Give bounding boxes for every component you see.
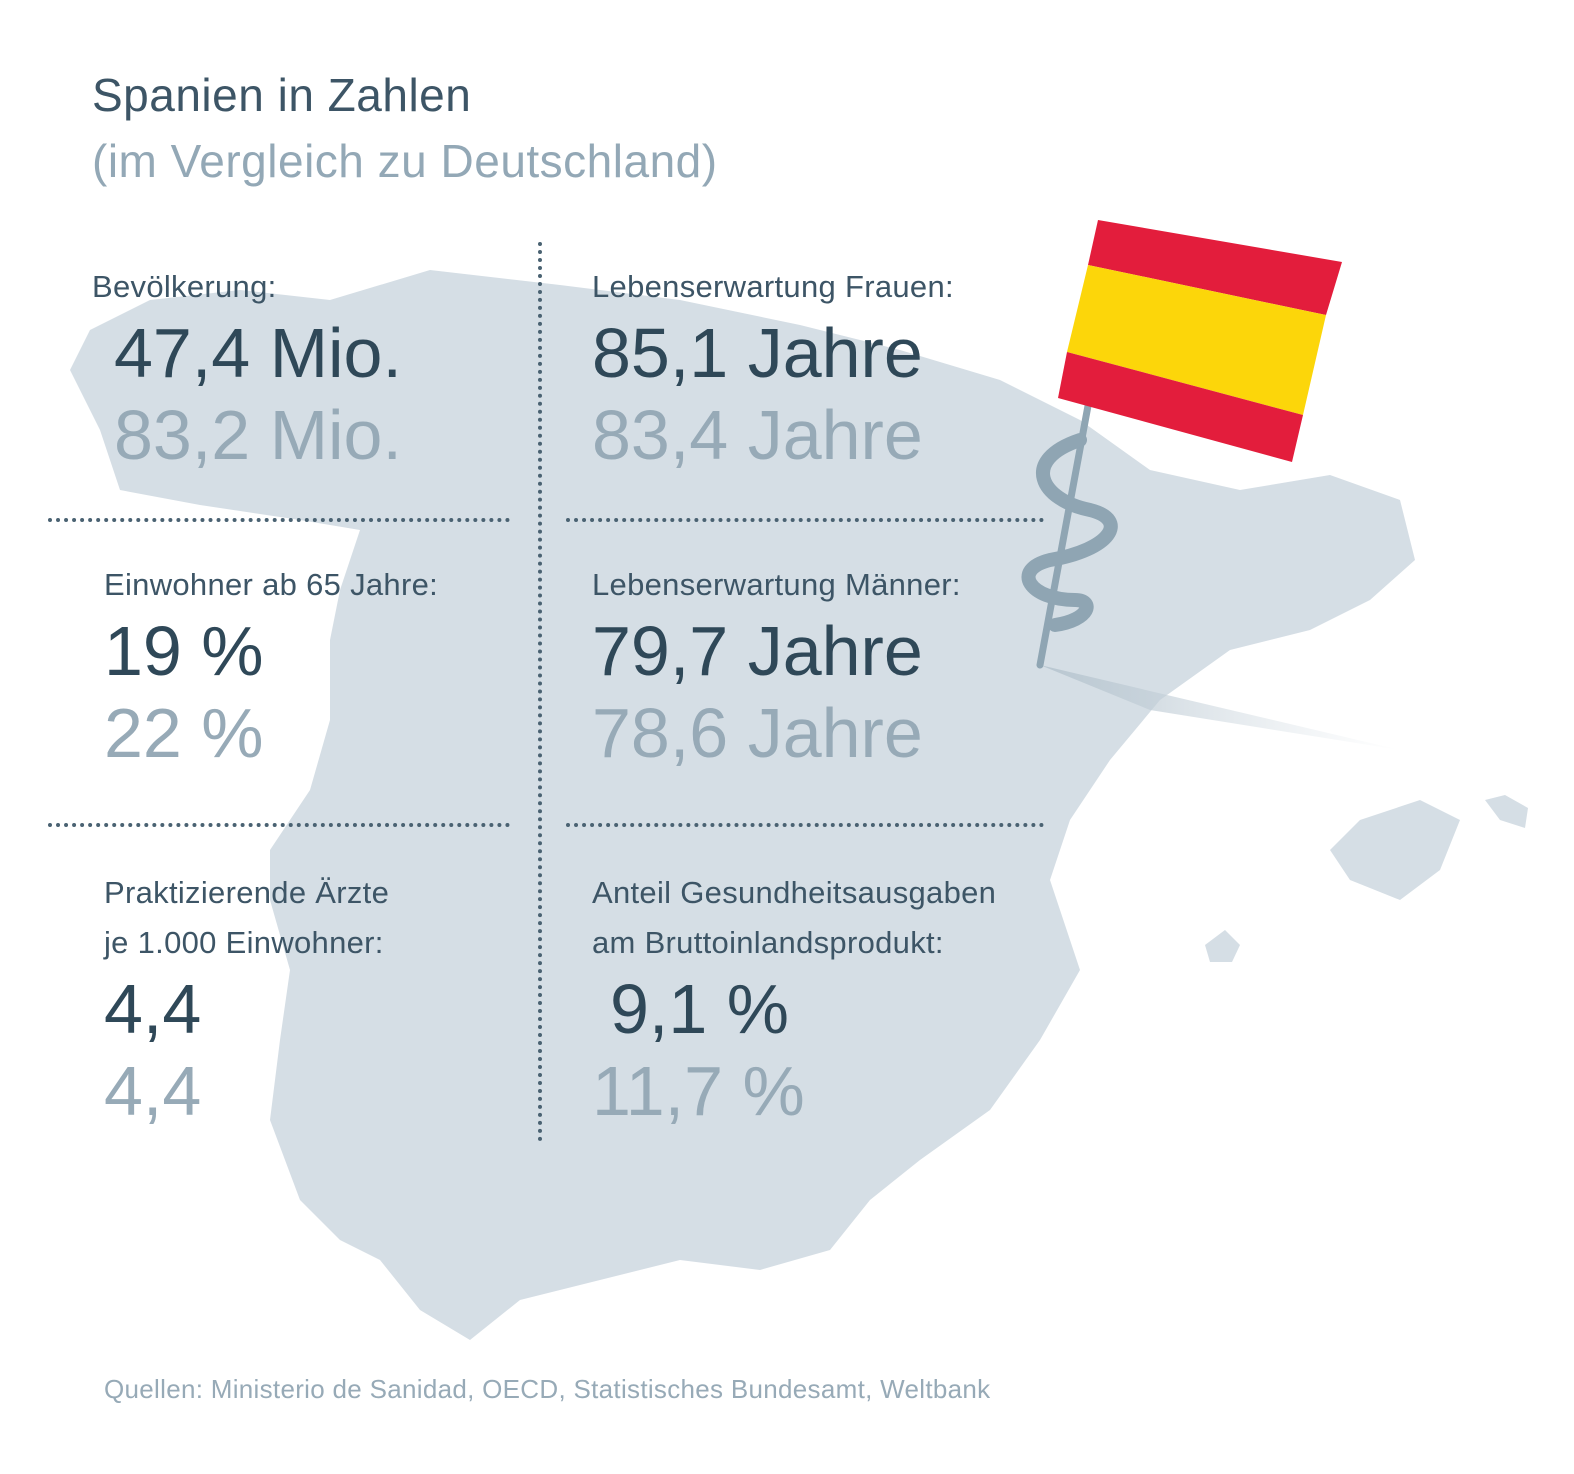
stat-value-germany: 83,4 Jahre <box>592 396 923 474</box>
snake-icon <box>1021 433 1118 632</box>
stat-label-line1: Praktizierende Ärzte <box>104 875 390 910</box>
stat-label: Bevölkerung: <box>92 269 277 304</box>
stat-life-expectancy-men: Lebenserwartung Männer: 79,7 Jahre 78,6 … <box>592 560 961 774</box>
stat-value-spain: 9,1 % <box>610 970 789 1048</box>
stat-label-line2: am Bruttoinlandsprodukt: <box>592 925 944 960</box>
horizontal-divider-left-2 <box>48 823 510 827</box>
page-title: Spanien in Zahlen <box>92 69 472 121</box>
stat-value-spain: 79,7 Jahre <box>592 612 923 690</box>
stat-doctors-per-1000: Praktizierende Ärzte je 1.000 Einwohner:… <box>104 868 389 1132</box>
source-note: Quellen: Ministerio de Sanidad, OECD, St… <box>104 1374 991 1404</box>
stat-value-spain: 47,4 Mio. <box>114 314 402 392</box>
mallorca-shape <box>1330 800 1460 900</box>
stat-value-spain: 85,1 Jahre <box>592 314 923 392</box>
horizontal-divider-right-1 <box>566 518 1044 522</box>
stat-value-spain: 19 % <box>104 612 264 690</box>
ibiza-shape <box>1205 930 1240 962</box>
stat-life-expectancy-women: Lebenserwartung Frauen: 85,1 Jahre 83,4 … <box>592 262 954 476</box>
stat-label: Lebenserwartung Frauen: <box>592 269 954 304</box>
spain-flag-pin-icon <box>1058 220 1342 462</box>
stat-label: Einwohner ab 65 Jahre: <box>104 567 439 602</box>
stat-value-germany: 22 % <box>104 694 264 772</box>
page-subtitle: (im Vergleich zu Deutschland) <box>92 135 718 187</box>
stat-label-line1: Anteil Gesundheitsausgaben <box>592 875 997 910</box>
stat-population: Bevölkerung: 47,4 Mio. 83,2 Mio. <box>92 262 402 476</box>
menorca-shape <box>1485 795 1528 828</box>
stat-value-germany: 4,4 <box>104 1052 202 1130</box>
pin-shadow <box>1040 665 1400 750</box>
stat-value-germany: 78,6 Jahre <box>592 694 923 772</box>
stat-value-germany: 11,7 % <box>592 1052 805 1130</box>
stat-population-65-plus: Einwohner ab 65 Jahre: 19 % 22 % <box>104 560 438 774</box>
stat-label-line2: je 1.000 Einwohner: <box>104 925 384 960</box>
horizontal-divider-right-2 <box>566 823 1044 827</box>
mainland-shape <box>70 270 1415 1340</box>
horizontal-divider-left-1 <box>48 518 510 522</box>
stat-value-germany: 83,2 Mio. <box>114 396 402 474</box>
stat-label: Lebenserwartung Männer: <box>592 567 961 602</box>
stat-health-expenditure-gdp: Anteil Gesundheitsausgaben am Bruttoinla… <box>592 868 996 1132</box>
vertical-divider <box>538 242 542 1142</box>
stat-value-spain: 4,4 <box>104 970 202 1048</box>
